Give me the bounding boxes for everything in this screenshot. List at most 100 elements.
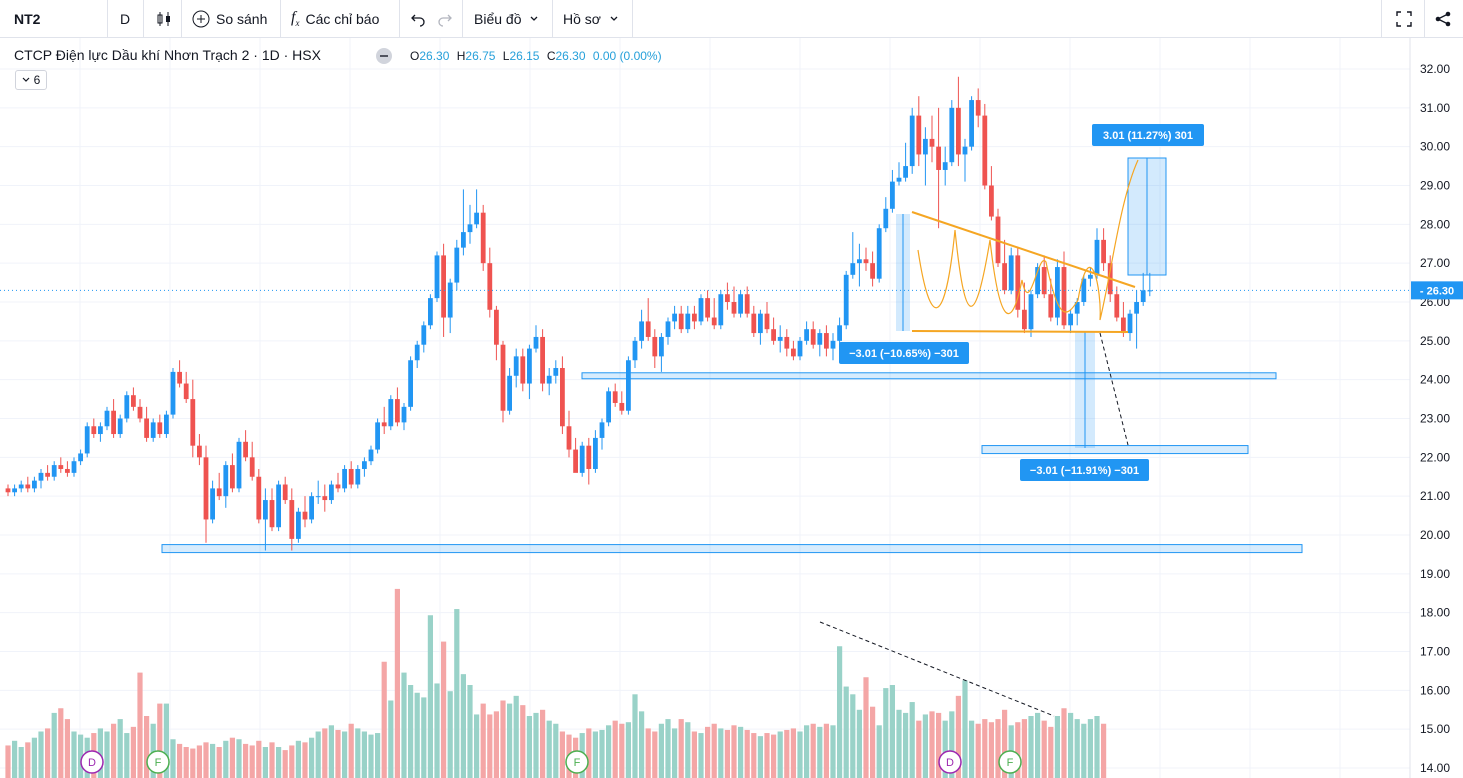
volume-bar [104, 731, 110, 778]
event-marker[interactable]: F [998, 750, 1022, 774]
chart-menu-button[interactable]: Biểu đồ [474, 0, 539, 37]
volume-bar [487, 714, 493, 778]
candle-body [692, 313, 697, 322]
candle-body [718, 294, 724, 326]
event-marker-circle [998, 750, 1022, 774]
fullscreen-button[interactable] [1395, 0, 1413, 37]
redo-button[interactable] [437, 0, 453, 37]
candle-body [1134, 302, 1139, 314]
candle-body [494, 309, 499, 345]
divider [1424, 0, 1425, 37]
candle-body [777, 336, 783, 341]
candle-body [296, 511, 301, 539]
volume-bar [929, 711, 935, 778]
symbol-legend-title: CTCP Điện lực Dầu khí Nhơn Trạch 2 · 1D … [14, 47, 321, 63]
divider [107, 0, 108, 37]
volume-bar [1041, 720, 1047, 778]
candle-body [579, 445, 585, 473]
volume-bar [18, 747, 24, 778]
volume-bar [922, 714, 928, 778]
profile-menu-button[interactable]: Hồ sơ [563, 0, 619, 37]
candle-body [975, 100, 981, 116]
candle-body [1035, 267, 1040, 295]
candle-body [315, 496, 321, 498]
volume-bar [817, 726, 823, 778]
candle-body [632, 340, 638, 361]
volume-bar [790, 728, 796, 778]
volume-bar [447, 691, 453, 778]
plus-circle-icon [192, 10, 210, 27]
volume-bar [177, 743, 183, 778]
volume-bar [71, 731, 77, 778]
volume-bar [348, 723, 354, 778]
candle-body [744, 294, 750, 314]
volume-bar [672, 728, 678, 778]
candle-body [98, 426, 103, 435]
event-marker[interactable]: F [565, 750, 589, 774]
price-axis-label: 20.00 [1420, 528, 1450, 542]
candle-body [599, 422, 605, 438]
candle-body [830, 340, 836, 349]
event-marker[interactable]: D [938, 750, 962, 774]
symbol-search[interactable]: NT2 [14, 10, 41, 27]
interval-button[interactable]: D [120, 10, 131, 27]
volume-bar [78, 734, 84, 778]
event-marker-circle [565, 750, 589, 774]
candle-body [560, 368, 565, 427]
share-button[interactable] [1434, 0, 1452, 37]
high-key: H [456, 49, 466, 63]
volume-bar [210, 743, 216, 778]
divider [399, 0, 400, 37]
price-axis-label: 21.00 [1420, 489, 1450, 503]
candle-body [58, 465, 64, 469]
candle-body [909, 115, 915, 167]
volume-bar [388, 700, 394, 778]
candle-body [289, 500, 295, 539]
event-marker[interactable]: D [80, 750, 104, 774]
hide-series-button[interactable] [376, 48, 392, 64]
divider [143, 0, 144, 37]
volume-bar [375, 733, 381, 778]
candle-body [263, 500, 268, 520]
volume-bar [1015, 722, 1021, 778]
candle-body [896, 177, 902, 182]
candle-body [923, 138, 928, 155]
candle-body [243, 441, 248, 458]
indicators-collapse-toggle[interactable]: 6 [15, 70, 47, 90]
indicators-label: Các chỉ báo [305, 10, 380, 27]
candle-body [1002, 263, 1007, 291]
candle-body [890, 181, 895, 209]
undo-button[interactable] [410, 0, 426, 37]
candle-body [791, 348, 796, 357]
indicators-button[interactable]: fx Các chỉ báo [291, 0, 379, 37]
candle-body [797, 340, 803, 357]
candle-body [553, 368, 559, 376]
volume-bar [163, 703, 169, 778]
fullscreen-icon [1396, 10, 1412, 27]
compare-button[interactable]: So sánh [192, 0, 267, 37]
candle-body [401, 406, 407, 423]
volume-bar [315, 731, 321, 778]
chart-type-candles-button[interactable] [155, 0, 173, 37]
candle-body [540, 336, 545, 384]
candle-body [183, 383, 189, 400]
price-axis-label: 28.00 [1420, 217, 1450, 231]
trendline-upper [911, 211, 1136, 288]
divider [181, 0, 182, 37]
current-price-label: - 26.30 [1420, 285, 1454, 297]
volume-bar [1074, 719, 1080, 778]
volume-bar [249, 745, 255, 778]
candle-body [566, 426, 572, 450]
volume-bar [493, 711, 499, 778]
candle-body [698, 298, 704, 322]
candle-body [969, 100, 974, 147]
candles-icon [157, 11, 170, 26]
candle-body [216, 488, 222, 497]
price-axis-label: 15.00 [1420, 722, 1450, 736]
event-marker[interactable]: F [146, 750, 170, 774]
price-chart[interactable]: 3.01 (11.27%) 301 −3.01 (−10.65%) −301 −3.… [0, 38, 1463, 778]
event-marker-letter: F [574, 757, 581, 769]
candle-body [863, 259, 869, 264]
candle-body [639, 321, 644, 341]
volume-bar [507, 703, 513, 778]
